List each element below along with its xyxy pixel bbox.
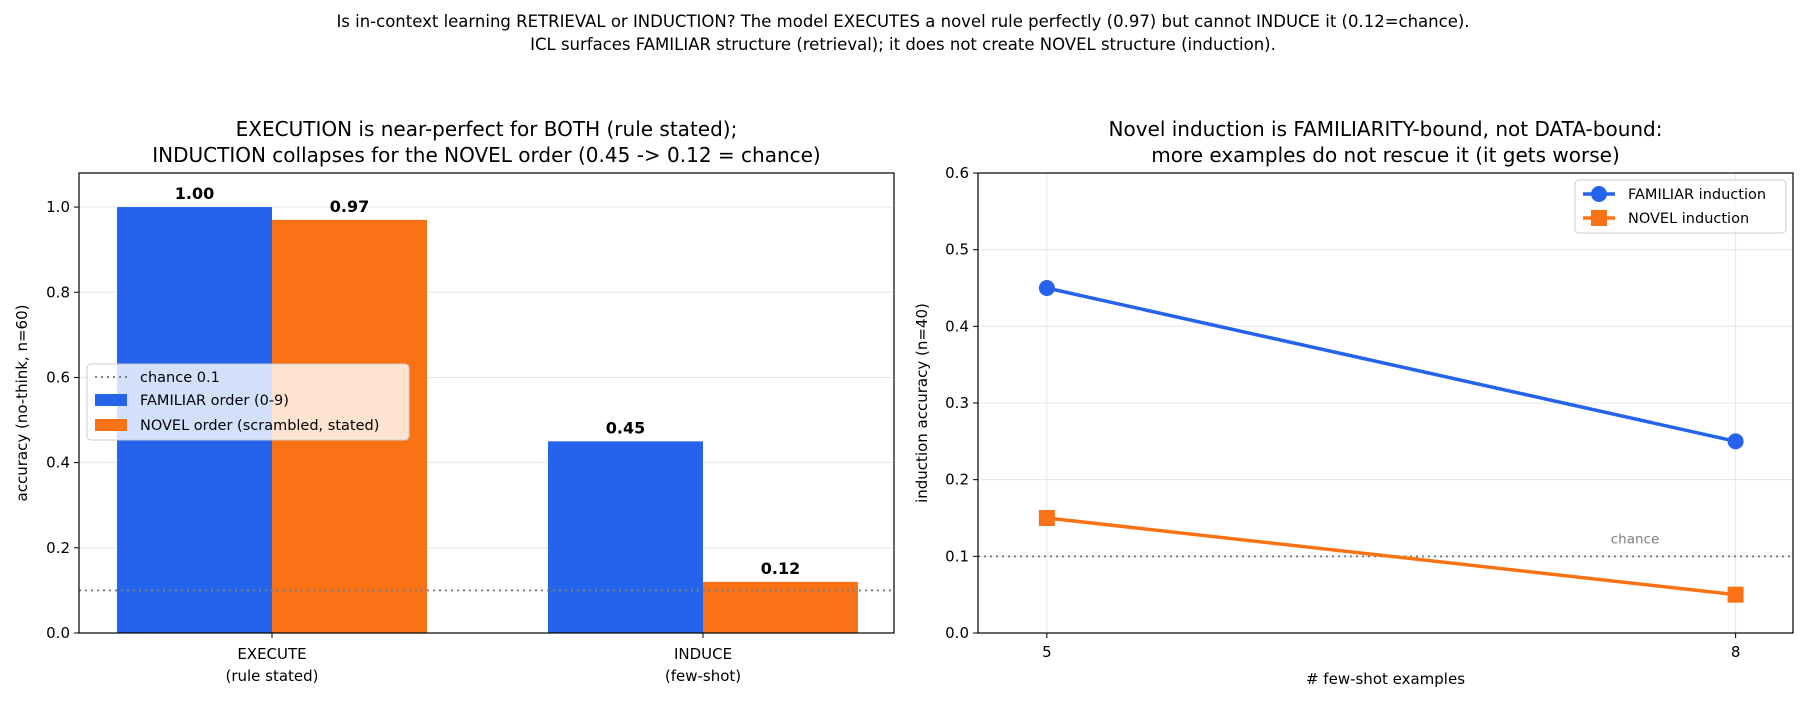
- legend-label: NOVEL order (scrambled, stated): [140, 418, 379, 434]
- bar-value-label: 0.97: [330, 197, 369, 216]
- y-tick-label: 0.8: [46, 283, 70, 301]
- bar-novel-1: [703, 581, 858, 633]
- x-tick-label: (few-shot): [665, 667, 741, 685]
- y-tick-label: 0.1: [945, 547, 969, 565]
- y-tick-label: 0.3: [945, 394, 969, 412]
- legend: chance 0.1 FAMILIAR order (0-9) NOVEL orde…: [86, 363, 410, 441]
- figure-title-line-1: Is in-context learning RETRIEVAL or INDU…: [336, 12, 1470, 31]
- data-point: [1038, 280, 1055, 296]
- chart-title-line: more examples do not rescue it (it gets …: [1151, 143, 1620, 167]
- y-tick-label: 0.0: [945, 624, 969, 642]
- x-tick-label: (rule stated): [225, 667, 318, 685]
- bar-value-label: 0.12: [761, 559, 800, 578]
- y-axis-label: accuracy (no-think, n=60): [13, 305, 31, 502]
- legend-label: FAMILIAR order (0-9): [140, 393, 289, 409]
- legend: FAMILIAR induction NOVEL induction: [1574, 179, 1787, 234]
- y-axis-label: induction accuracy (n=40): [913, 303, 931, 503]
- y-tick-label: 0.5: [945, 241, 969, 259]
- data-point: [1727, 586, 1744, 603]
- y-tick-label: 1.0: [46, 198, 70, 216]
- y-tick-label: 0.4: [46, 454, 70, 472]
- y-tick-label: 0.4: [945, 317, 969, 335]
- y-tick-label: 0.2: [46, 539, 70, 557]
- series-line-novel: [1046, 516, 1736, 597]
- figure-title: Is in-context learning RETRIEVAL or INDU…: [0, 10, 1806, 56]
- legend-swatch: [95, 419, 127, 431]
- figure-title-line-2: ICL surfaces FAMILIAR structure (retriev…: [530, 35, 1276, 54]
- legend-box: [1574, 179, 1787, 234]
- data-point: [1038, 510, 1055, 526]
- legend-box: [86, 363, 410, 441]
- chart-title-line: EXECUTION is near-perfect for BOTH (rule…: [236, 117, 738, 141]
- chance-annotation: chance: [1611, 531, 1660, 547]
- legend-marker: [1591, 210, 1607, 226]
- x-tick-label: 8: [1731, 643, 1741, 661]
- bar-familiar-1: [548, 441, 703, 633]
- x-tick-label: 5: [1042, 643, 1052, 661]
- series-line-familiar: [1046, 286, 1736, 444]
- legend-chance-label: chance 0.1: [140, 370, 220, 386]
- bar-value-label: 0.45: [606, 418, 645, 437]
- legend-marker: [1591, 186, 1607, 202]
- y-tick-label: 0.0: [46, 624, 70, 642]
- legend-label: NOVEL induction: [1628, 211, 1749, 227]
- x-axis-label: # few-shot examples: [1306, 670, 1465, 688]
- chart-title-line: Novel induction is FAMILIARITY-bound, no…: [1109, 117, 1663, 141]
- y-tick-label: 0.6: [46, 368, 70, 386]
- y-tick-label: 0.6: [945, 164, 969, 182]
- y-tick-label: 0.2: [945, 471, 969, 489]
- x-tick-label: EXECUTE: [237, 645, 306, 663]
- bar-value-label: 1.00: [175, 184, 214, 203]
- legend-swatch: [95, 394, 127, 406]
- chart-title-line: INDUCTION collapses for the NOVEL order …: [152, 143, 820, 167]
- legend-label: FAMILIAR induction: [1628, 187, 1766, 203]
- line-chart: chance 0.0 0.1 0.2 0.3 0.4 0.5 0.6 5 8 # few-shot …: [913, 117, 1794, 688]
- plot-frame: [78, 172, 895, 634]
- x-tick-label: INDUCE: [674, 645, 732, 663]
- bar-chart: 1.00 0.45 0.97 0.12 0.0 0.2 0.4 0.6 0.8 1.0 EXECUT…: [13, 117, 895, 685]
- data-point: [1727, 433, 1744, 450]
